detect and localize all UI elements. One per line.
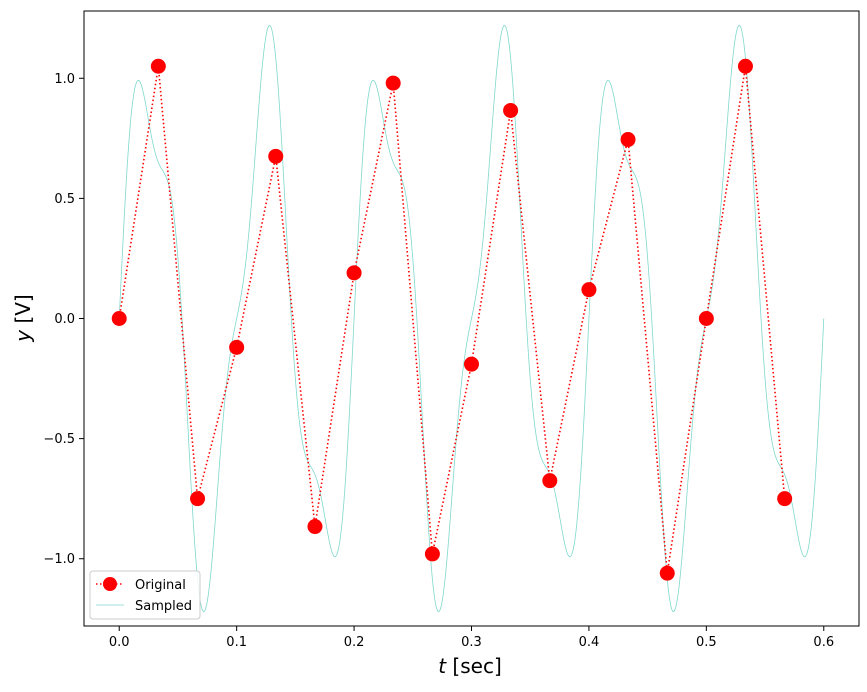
original-point: [268, 148, 284, 164]
x-axis-ticks: 0.0 0.1 0.2 0.3 0.4 0.5 0.6: [109, 626, 834, 650]
x-tick-label: 0.2: [344, 635, 365, 650]
original-point: [542, 473, 558, 489]
original-point: [307, 519, 323, 535]
original-point: [385, 75, 401, 91]
original-point: [503, 102, 519, 118]
y-axis-title-var: y: [11, 329, 35, 343]
y-tick-label: 0.0: [54, 312, 75, 327]
original-point: [777, 491, 793, 507]
y-tick-label: 1.0: [54, 72, 75, 87]
legend-box: [89, 570, 201, 620]
y-axis-title: y [V]: [11, 294, 35, 343]
legend: Original Sampled: [89, 570, 201, 620]
x-tick-label: 0.5: [696, 635, 717, 650]
original-point: [150, 58, 166, 74]
x-tick-label: 0.6: [813, 635, 834, 650]
original-series-line: [118, 66, 786, 574]
x-axis-title-var: t: [438, 654, 447, 678]
original-series-layer: [111, 58, 793, 581]
y-axis-title-unit: [V]: [11, 294, 35, 330]
original-point: [111, 311, 127, 326]
legend-original-marker: [103, 577, 117, 591]
x-tick-label: 0.0: [109, 635, 130, 650]
original-point: [190, 491, 206, 507]
original-point: [229, 339, 245, 355]
x-axis-title-unit: [sec]: [446, 654, 502, 678]
original-point: [346, 265, 362, 281]
x-axis-title: t [sec]: [438, 654, 502, 678]
original-point: [581, 282, 597, 298]
original-point: [737, 58, 753, 74]
original-point: [698, 311, 714, 326]
x-tick-label: 0.1: [226, 635, 247, 650]
y-axis-ticks: 1.0 0.5 0.0 −0.5 −1.0: [43, 72, 84, 567]
original-point: [464, 356, 479, 372]
y-tick-label: −1.0: [43, 552, 75, 567]
x-tick-label: 0.4: [579, 635, 600, 650]
original-point: [659, 565, 675, 581]
x-tick-label: 0.3: [461, 635, 482, 650]
y-tick-label: 0.5: [54, 192, 75, 207]
legend-original-label: Original: [135, 578, 186, 593]
y-tick-label: −0.5: [43, 432, 75, 447]
original-point: [424, 546, 440, 562]
original-point: [620, 132, 636, 148]
legend-sampled-label: Sampled: [135, 599, 192, 614]
